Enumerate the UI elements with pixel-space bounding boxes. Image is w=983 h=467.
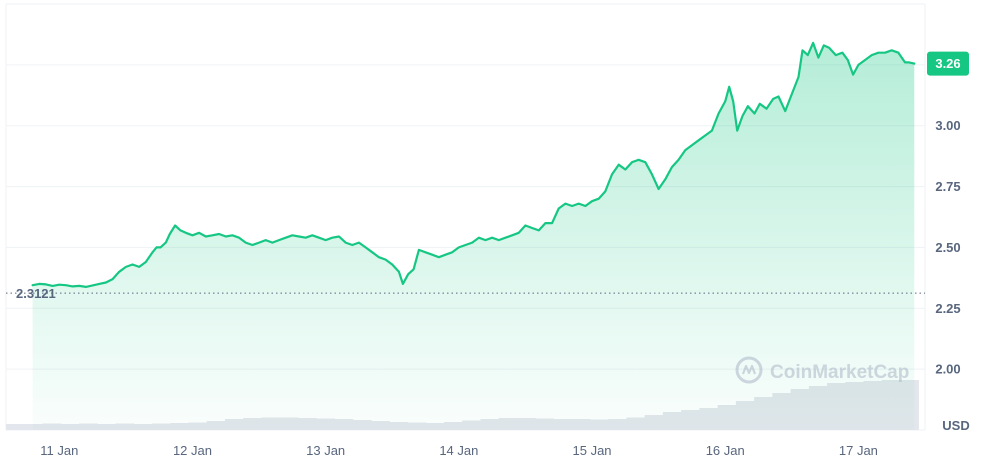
y-axis-unit-label: USD (942, 418, 969, 433)
y-axis: 2.00 2.25 2.50 2.75 3.00 (935, 118, 960, 376)
watermark: CoinMarketCap (735, 356, 909, 384)
reference-price-label: 2.3121 (16, 286, 56, 301)
y-tick-label: 2.00 (935, 362, 960, 377)
volume-bar (6, 424, 25, 430)
x-tick-label: 16 Jan (706, 443, 745, 458)
x-tick-label: 17 Jan (839, 443, 878, 458)
current-price-label: 3.26 (935, 56, 960, 71)
y-tick-label: 3.00 (935, 118, 960, 133)
price-line (31, 41, 916, 288)
x-tick-label: 11 Jan (40, 443, 78, 458)
reference-price-text: 2.3121 (16, 286, 56, 301)
y-tick-label: 2.75 (935, 179, 960, 194)
current-price-badge: 3.26 (927, 51, 969, 76)
x-tick-label: 12 Jan (173, 443, 212, 458)
current-price-badge-bg (927, 51, 969, 76)
y-tick-label: 2.25 (935, 301, 960, 316)
x-tick-label: 15 Jan (573, 443, 612, 458)
coinmarketcap-logo-icon (735, 356, 763, 384)
y-tick-label: 2.50 (935, 240, 960, 255)
x-tick-label: 13 Jan (306, 443, 345, 458)
price-line-group (31, 41, 916, 288)
watermark-text: CoinMarketCap (770, 362, 909, 383)
x-tick-label: 14 Jan (439, 443, 478, 458)
price-area (32, 42, 915, 431)
x-axis: 11 Jan 12 Jan 13 Jan 14 Jan 15 Jan 16 Jan 17 J… (40, 443, 878, 458)
price-area-fill (32, 42, 915, 431)
